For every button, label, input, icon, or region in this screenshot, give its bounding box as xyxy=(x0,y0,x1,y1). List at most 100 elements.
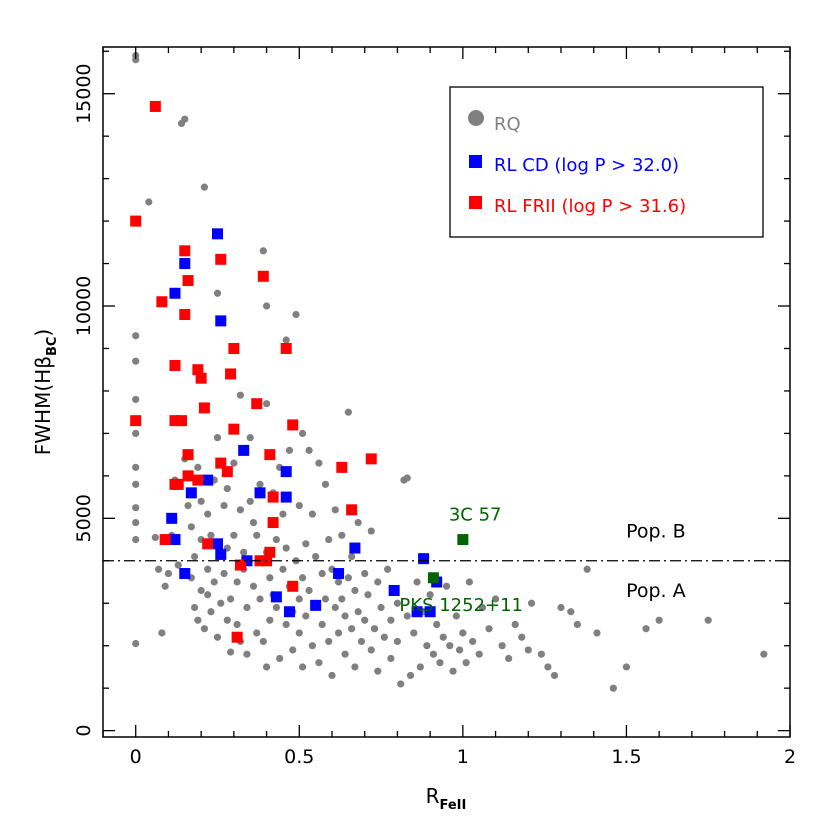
special-point-label: PKS 1252+11 xyxy=(399,595,523,616)
rq-point xyxy=(361,616,369,624)
rq-point xyxy=(341,612,349,620)
rl-cd-point xyxy=(418,553,430,565)
rq-point xyxy=(544,663,552,671)
rl-frii-point xyxy=(231,631,243,643)
y-axis-label: FWHM(HβBC) xyxy=(31,329,60,455)
rq-point xyxy=(223,485,231,493)
rq-point xyxy=(557,603,565,612)
rl-frii-point xyxy=(159,534,171,546)
rq-point xyxy=(276,654,284,663)
rq-point xyxy=(354,608,362,616)
rq-point xyxy=(321,480,330,488)
rq-point xyxy=(524,646,532,654)
rl-cd-point xyxy=(254,487,266,499)
rq-point xyxy=(204,591,212,599)
rq-point xyxy=(191,552,199,561)
rq-point xyxy=(266,574,274,582)
rq-point xyxy=(246,434,254,442)
rq-point xyxy=(465,578,473,586)
rq-point xyxy=(282,544,290,552)
rq-point xyxy=(348,552,356,561)
rq-point xyxy=(197,497,205,505)
rq-point xyxy=(305,446,313,454)
rq-point xyxy=(259,637,267,646)
rl-frii-point xyxy=(182,449,194,461)
rl-frii-point xyxy=(267,517,279,529)
rq-point xyxy=(462,659,470,667)
rl-cd-point xyxy=(166,512,178,524)
rl-frii-point xyxy=(169,359,181,371)
rl-frii-point xyxy=(149,100,161,112)
rq-point xyxy=(397,680,405,688)
rl-cd-point xyxy=(241,555,253,567)
rl-cd-point xyxy=(310,599,322,611)
rq-point xyxy=(367,527,375,535)
rq-point xyxy=(469,637,477,646)
legend-box xyxy=(449,86,764,238)
rq-point xyxy=(262,302,271,310)
rq-point xyxy=(279,565,287,573)
rq-point xyxy=(262,400,271,408)
rq-point xyxy=(377,603,385,612)
rl-cd-point xyxy=(202,474,214,486)
rq-point xyxy=(361,569,369,578)
rq-point xyxy=(416,663,424,671)
rl-frii-point xyxy=(228,342,240,354)
rl-cd-point xyxy=(179,258,191,270)
rq-point xyxy=(151,533,159,542)
rq-point xyxy=(302,540,310,548)
special-point-label: 3C 57 xyxy=(449,505,502,526)
rq-point xyxy=(217,599,225,607)
rq-point xyxy=(272,535,280,544)
rq-point xyxy=(351,663,359,671)
legend-rq-label: RQ xyxy=(494,114,521,135)
rq-point xyxy=(344,408,352,416)
rl-frii-point xyxy=(251,398,263,410)
rq-point xyxy=(442,582,451,590)
y-tick-label: 10000 xyxy=(73,276,95,336)
rq-point xyxy=(338,595,346,603)
rq-point xyxy=(210,578,218,586)
rl-frii-point xyxy=(192,364,204,376)
rq-point xyxy=(226,648,235,656)
rq-point xyxy=(331,506,339,514)
rq-point xyxy=(266,616,274,624)
rq-point xyxy=(344,574,352,582)
rq-point xyxy=(256,595,264,603)
rq-point xyxy=(308,510,316,518)
rq-point xyxy=(423,642,431,650)
rl-cd-point xyxy=(388,585,400,597)
rl-cd-point xyxy=(169,287,181,299)
rq-point xyxy=(197,586,205,595)
rq-point xyxy=(315,459,323,467)
rq-point xyxy=(204,565,212,573)
rq-point xyxy=(403,612,411,620)
rq-point xyxy=(393,599,402,607)
rq-point xyxy=(384,565,392,573)
rq-point xyxy=(498,642,506,650)
rq-point xyxy=(436,659,444,667)
rq-point xyxy=(312,552,320,561)
rq-point xyxy=(455,646,464,654)
rq-point xyxy=(511,620,519,629)
rl-frii-point xyxy=(267,491,279,503)
legend-rl-cd-marker xyxy=(469,155,482,168)
rq-point xyxy=(243,603,251,612)
rq-point xyxy=(262,663,271,671)
rl-frii-point xyxy=(280,342,292,354)
rq-point xyxy=(452,612,460,620)
rq-point xyxy=(518,633,526,641)
rl-cd-point xyxy=(280,491,292,503)
rq-point xyxy=(282,336,290,344)
rq-point xyxy=(406,671,415,680)
rq-point xyxy=(233,578,241,586)
rq-point xyxy=(240,548,248,556)
rl-frii-point xyxy=(169,478,181,490)
y-tick-label: 5000 xyxy=(73,494,95,542)
rq-point xyxy=(334,578,343,586)
rq-point xyxy=(132,463,140,471)
rq-point xyxy=(233,620,241,629)
rq-point xyxy=(236,391,244,399)
rq-point xyxy=(655,616,663,624)
